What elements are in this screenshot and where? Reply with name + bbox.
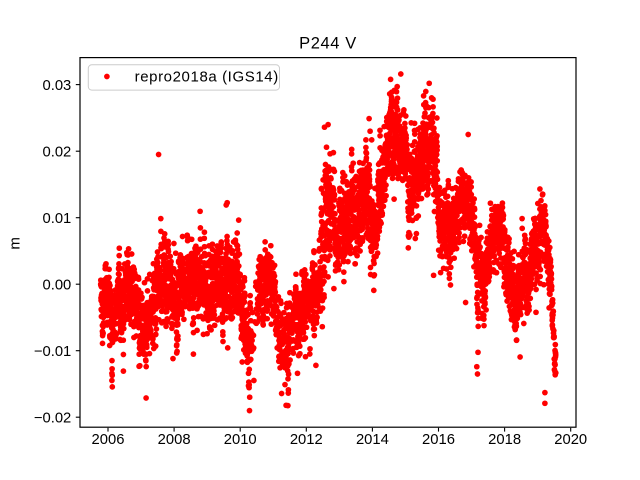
- svg-text:2006: 2006: [92, 432, 125, 448]
- svg-text:2010: 2010: [224, 432, 257, 448]
- svg-text:P244 V: P244 V: [299, 35, 357, 53]
- svg-text:0.01: 0.01: [42, 211, 71, 227]
- svg-text:2008: 2008: [158, 432, 191, 448]
- svg-text:0.03: 0.03: [42, 78, 71, 94]
- svg-text:−0.02: −0.02: [34, 410, 71, 426]
- svg-text:0.02: 0.02: [42, 144, 71, 160]
- svg-text:repro2018a (IGS14): repro2018a (IGS14): [135, 69, 279, 86]
- svg-text:2016: 2016: [422, 432, 455, 448]
- svg-text:2014: 2014: [356, 432, 389, 448]
- svg-text:m: m: [7, 237, 24, 250]
- svg-text:−0.01: −0.01: [34, 344, 71, 360]
- svg-text:2020: 2020: [554, 432, 587, 448]
- svg-text:0.00: 0.00: [42, 277, 71, 293]
- svg-text:2012: 2012: [290, 432, 323, 448]
- svg-text:2018: 2018: [488, 432, 521, 448]
